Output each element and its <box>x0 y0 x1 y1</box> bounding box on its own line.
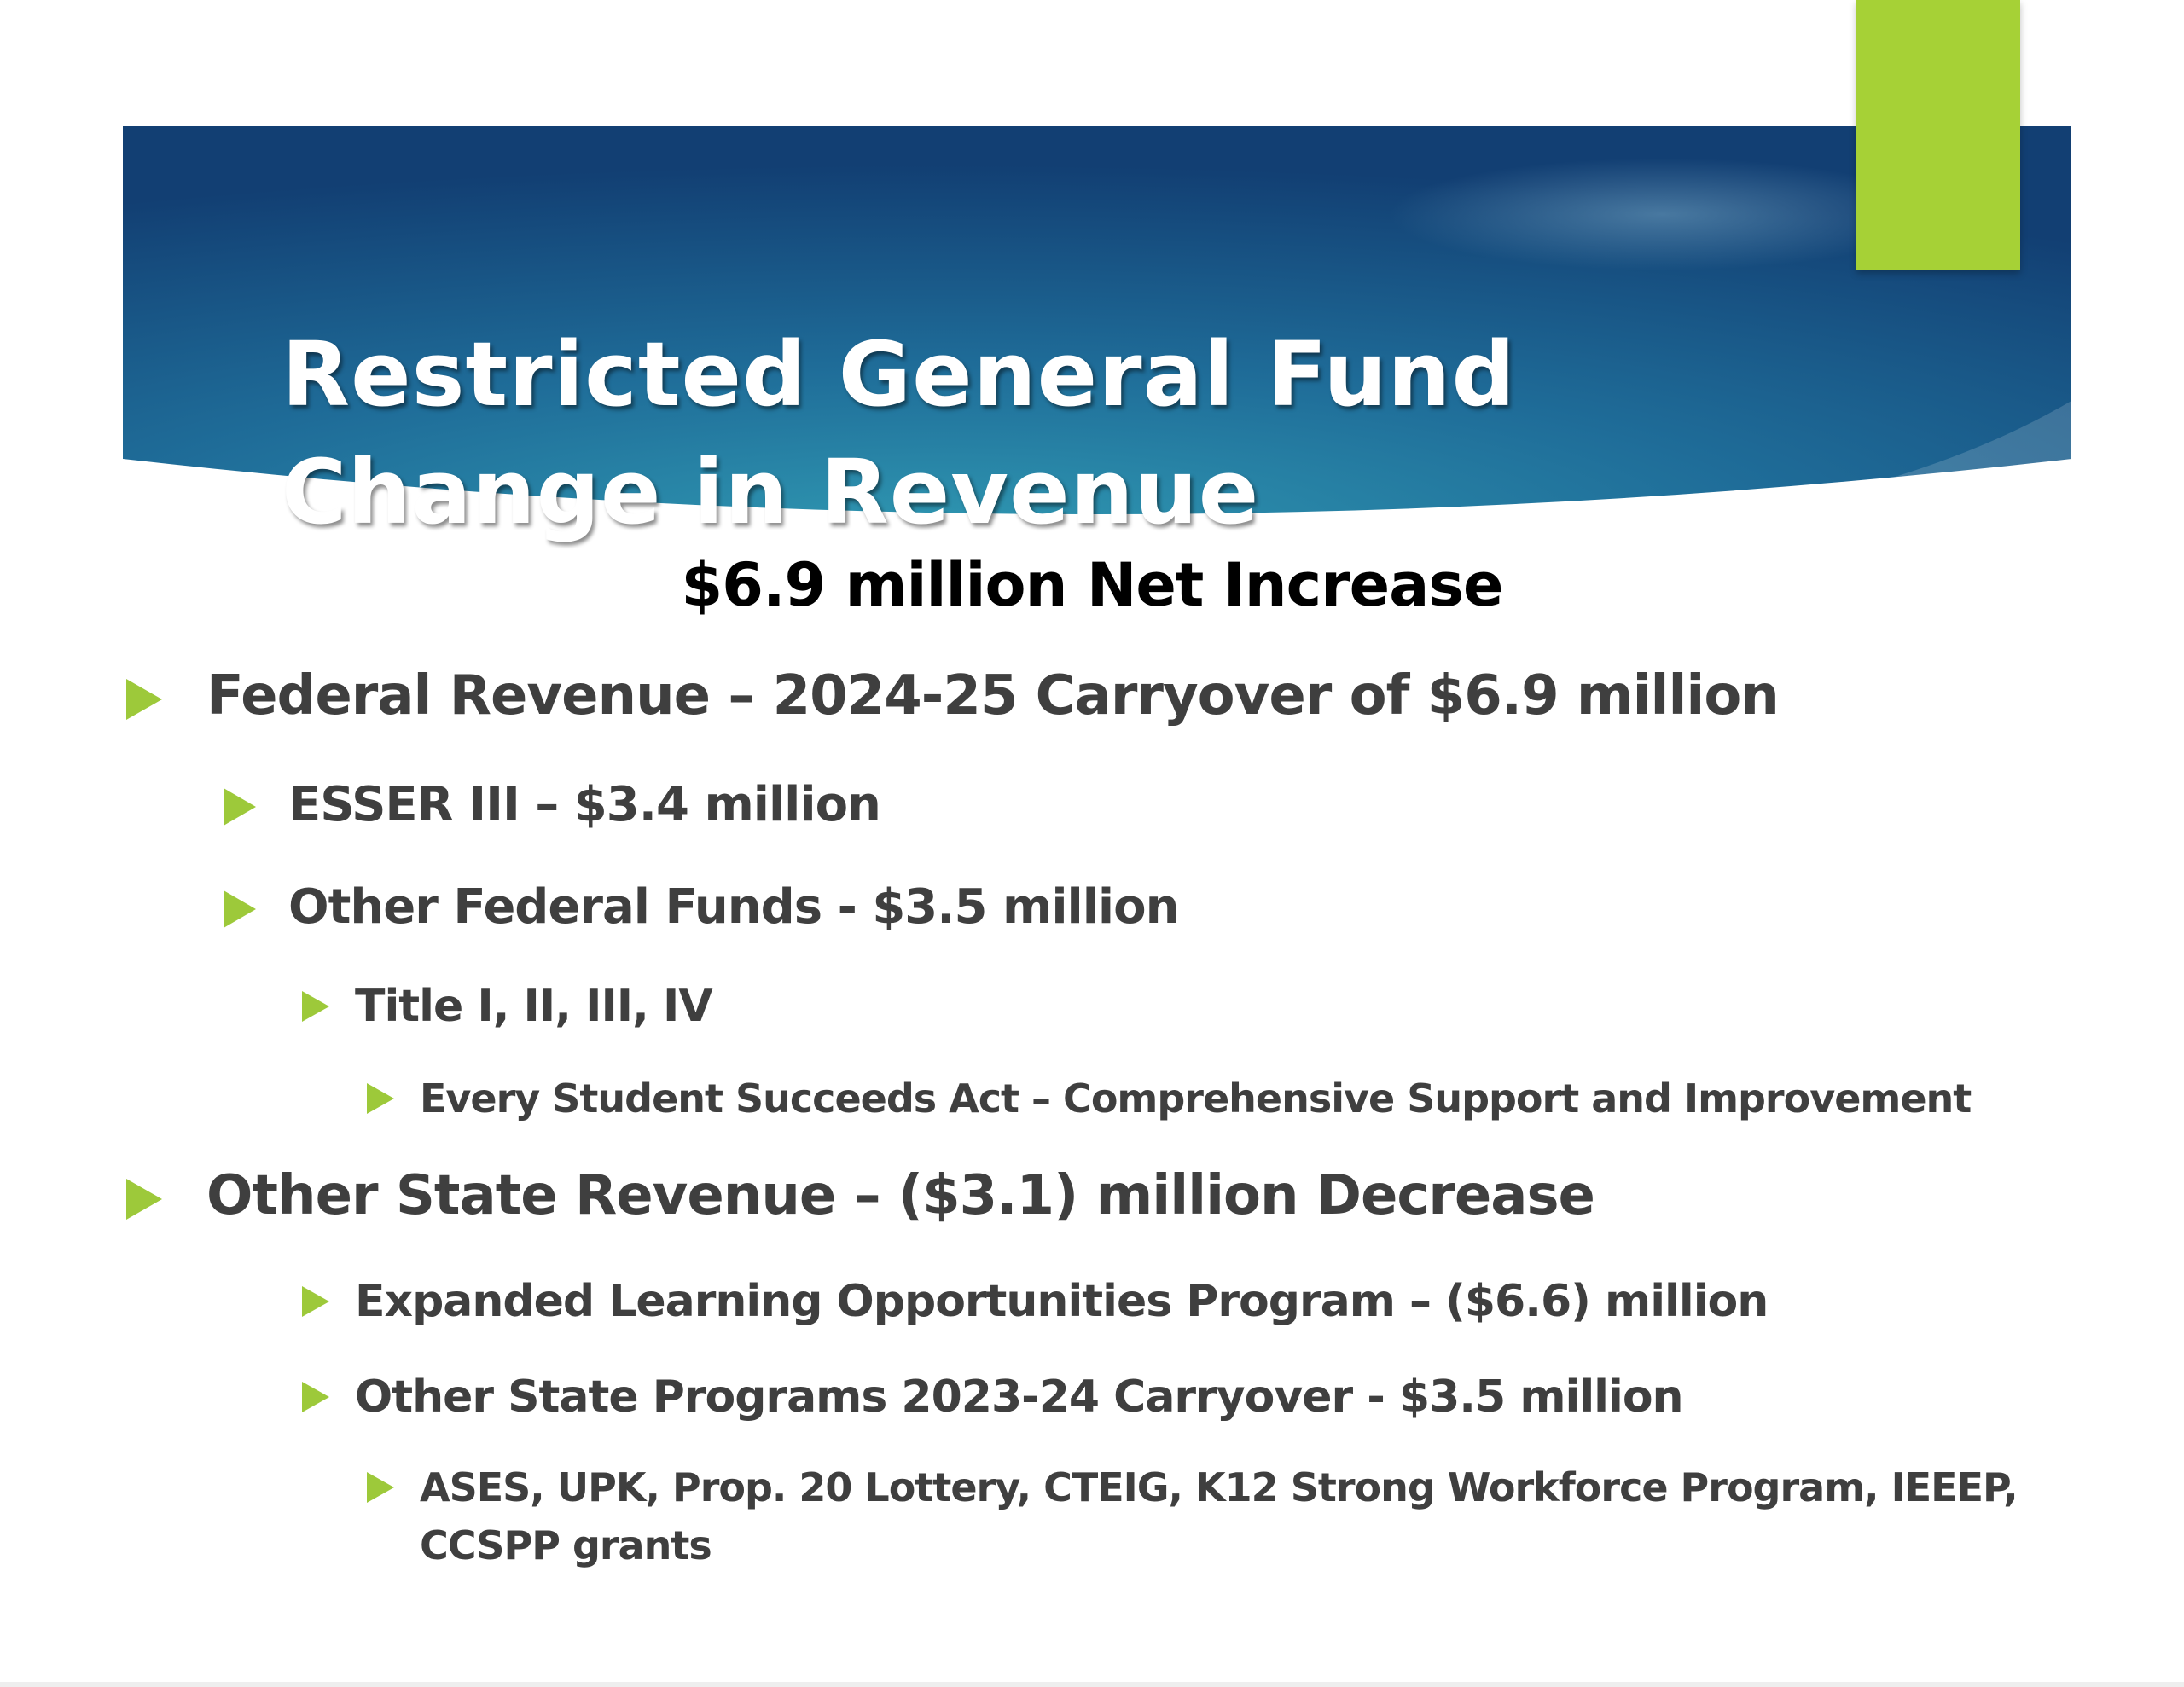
bullet-text: Title I, II, III, IV <box>355 981 713 1032</box>
bullet-text: Other Federal Funds - $3.5 million <box>288 879 1179 935</box>
slide-title-line-1: Restricted General Fund <box>282 322 1516 426</box>
bullet-arrow-icon <box>224 788 256 826</box>
slide-title: Restricted General Fund Change in Revenu… <box>282 316 1516 551</box>
bullet-text: Expanded Learning Opportunities Program … <box>355 1276 1769 1327</box>
title-banner-shape <box>123 126 2071 527</box>
bullet-arrow-icon <box>126 679 162 720</box>
bullet-other-federal-funds: Other Federal Funds - $3.5 million <box>224 877 1179 938</box>
bullet-text: Other State Programs 2023-24 Carryover -… <box>355 1371 1684 1423</box>
bullet-federal-revenue: Federal Revenue – 2024-25 Carryover of $… <box>126 662 1780 730</box>
net-increase-heading: $6.9 million Net Increase <box>681 550 1504 620</box>
bullet-text: Other State Revenue – ($3.1) million Dec… <box>206 1164 1595 1227</box>
bullet-arrow-icon <box>302 991 329 1022</box>
bullet-arrow-icon <box>126 1179 162 1220</box>
slide-title-line-2: Change in Revenue <box>282 440 1260 544</box>
bullet-text: ESSER III – $3.4 million <box>288 777 881 832</box>
bullet-arrow-icon <box>302 1382 329 1412</box>
bullet-essa-csi: Every Student Succeeds Act – Comprehensi… <box>367 1070 1972 1128</box>
bullet-arrow-icon <box>367 1472 394 1503</box>
bullet-text: ASES, UPK, Prop. 20 Lottery, CTEIG, K12 … <box>420 1464 2018 1568</box>
bullet-other-state-programs: Other State Programs 2023-24 Carryover -… <box>302 1368 1684 1426</box>
bullet-arrow-icon <box>224 890 256 928</box>
green-accent-tab <box>1856 0 2020 270</box>
title-banner: Restricted General Fund Change in Revenu… <box>123 126 2071 544</box>
bullet-title-programs: Title I, II, III, IV <box>302 977 713 1035</box>
bullet-esser-iii: ESSER III – $3.4 million <box>224 774 881 836</box>
bullet-state-grants: ASES, UPK, Prop. 20 Lottery, CTEIG, K12 … <box>367 1458 2066 1574</box>
bullet-arrow-icon <box>367 1083 394 1114</box>
bullet-arrow-icon <box>302 1286 329 1317</box>
bullet-text: Every Student Succeeds Act – Comprehensi… <box>420 1075 1972 1122</box>
bottom-divider <box>0 1682 2184 1687</box>
bullet-text: Federal Revenue – 2024-25 Carryover of $… <box>206 664 1780 728</box>
bullet-other-state-revenue: Other State Revenue – ($3.1) million Dec… <box>126 1162 1595 1230</box>
bullet-elop: Expanded Learning Opportunities Program … <box>302 1272 1769 1330</box>
